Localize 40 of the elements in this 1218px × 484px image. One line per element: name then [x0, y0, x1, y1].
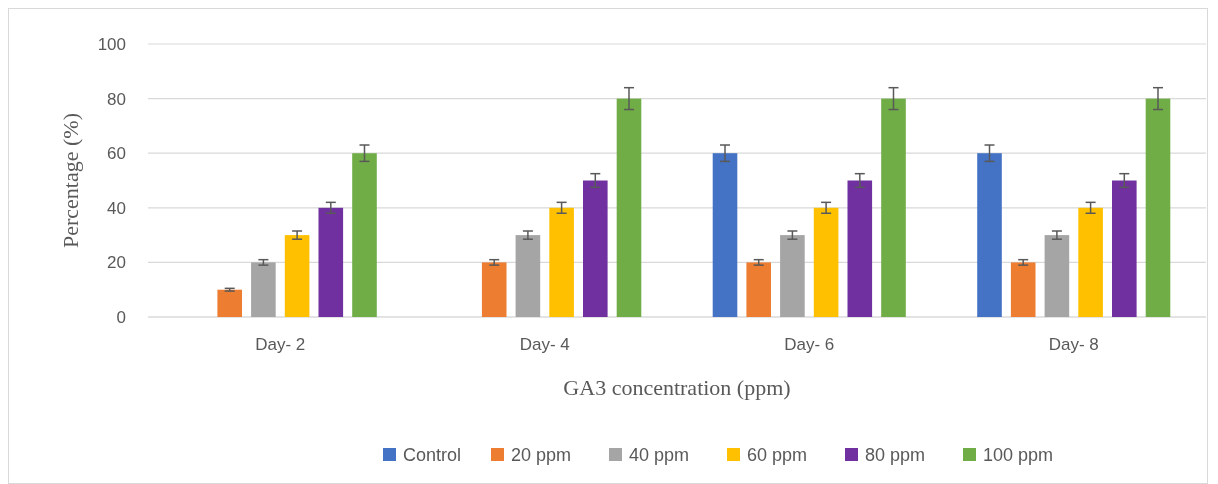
bar [318, 207, 344, 317]
bar [352, 153, 377, 317]
bar [549, 207, 574, 317]
bar [284, 235, 310, 317]
bar [217, 289, 242, 317]
y-tick-label: 0 [116, 307, 126, 327]
bar [746, 262, 771, 317]
bar [712, 153, 738, 317]
bar [813, 207, 839, 317]
bar [515, 235, 541, 317]
y-axis-title: Percentage (%) [58, 113, 83, 248]
bar [583, 180, 608, 317]
x-axis-title: GA3 concentration (ppm) [563, 375, 791, 400]
legend-label: 40 ppm [629, 445, 690, 466]
bar [847, 180, 873, 317]
x-tick-label: Day- 4 [519, 335, 570, 354]
bar [481, 262, 507, 317]
bar [977, 153, 1002, 317]
legend-label: Control [403, 445, 462, 466]
bar [1010, 262, 1036, 317]
bar [1078, 207, 1103, 317]
bar [616, 98, 642, 317]
bar [780, 235, 805, 317]
bar [881, 98, 906, 317]
x-tick-label: Day- 6 [784, 335, 835, 354]
bar [1112, 180, 1137, 317]
y-tick-label: 100 [97, 34, 126, 54]
y-tick-label: 60 [107, 144, 126, 164]
legend-label: 80 ppm [865, 445, 926, 466]
x-tick-label: Day- 8 [1048, 335, 1099, 354]
legend-label: 100 ppm [983, 445, 1054, 466]
y-tick-label: 40 [107, 198, 126, 218]
x-tick-label: Day- 2 [255, 335, 306, 354]
legend-label: 60 ppm [747, 445, 808, 466]
legend-label: 20 ppm [511, 445, 572, 466]
bar [1044, 235, 1070, 317]
bar [1145, 98, 1171, 317]
bar [251, 262, 276, 317]
y-tick-label: 80 [107, 89, 126, 109]
y-tick-label: 20 [107, 253, 126, 273]
